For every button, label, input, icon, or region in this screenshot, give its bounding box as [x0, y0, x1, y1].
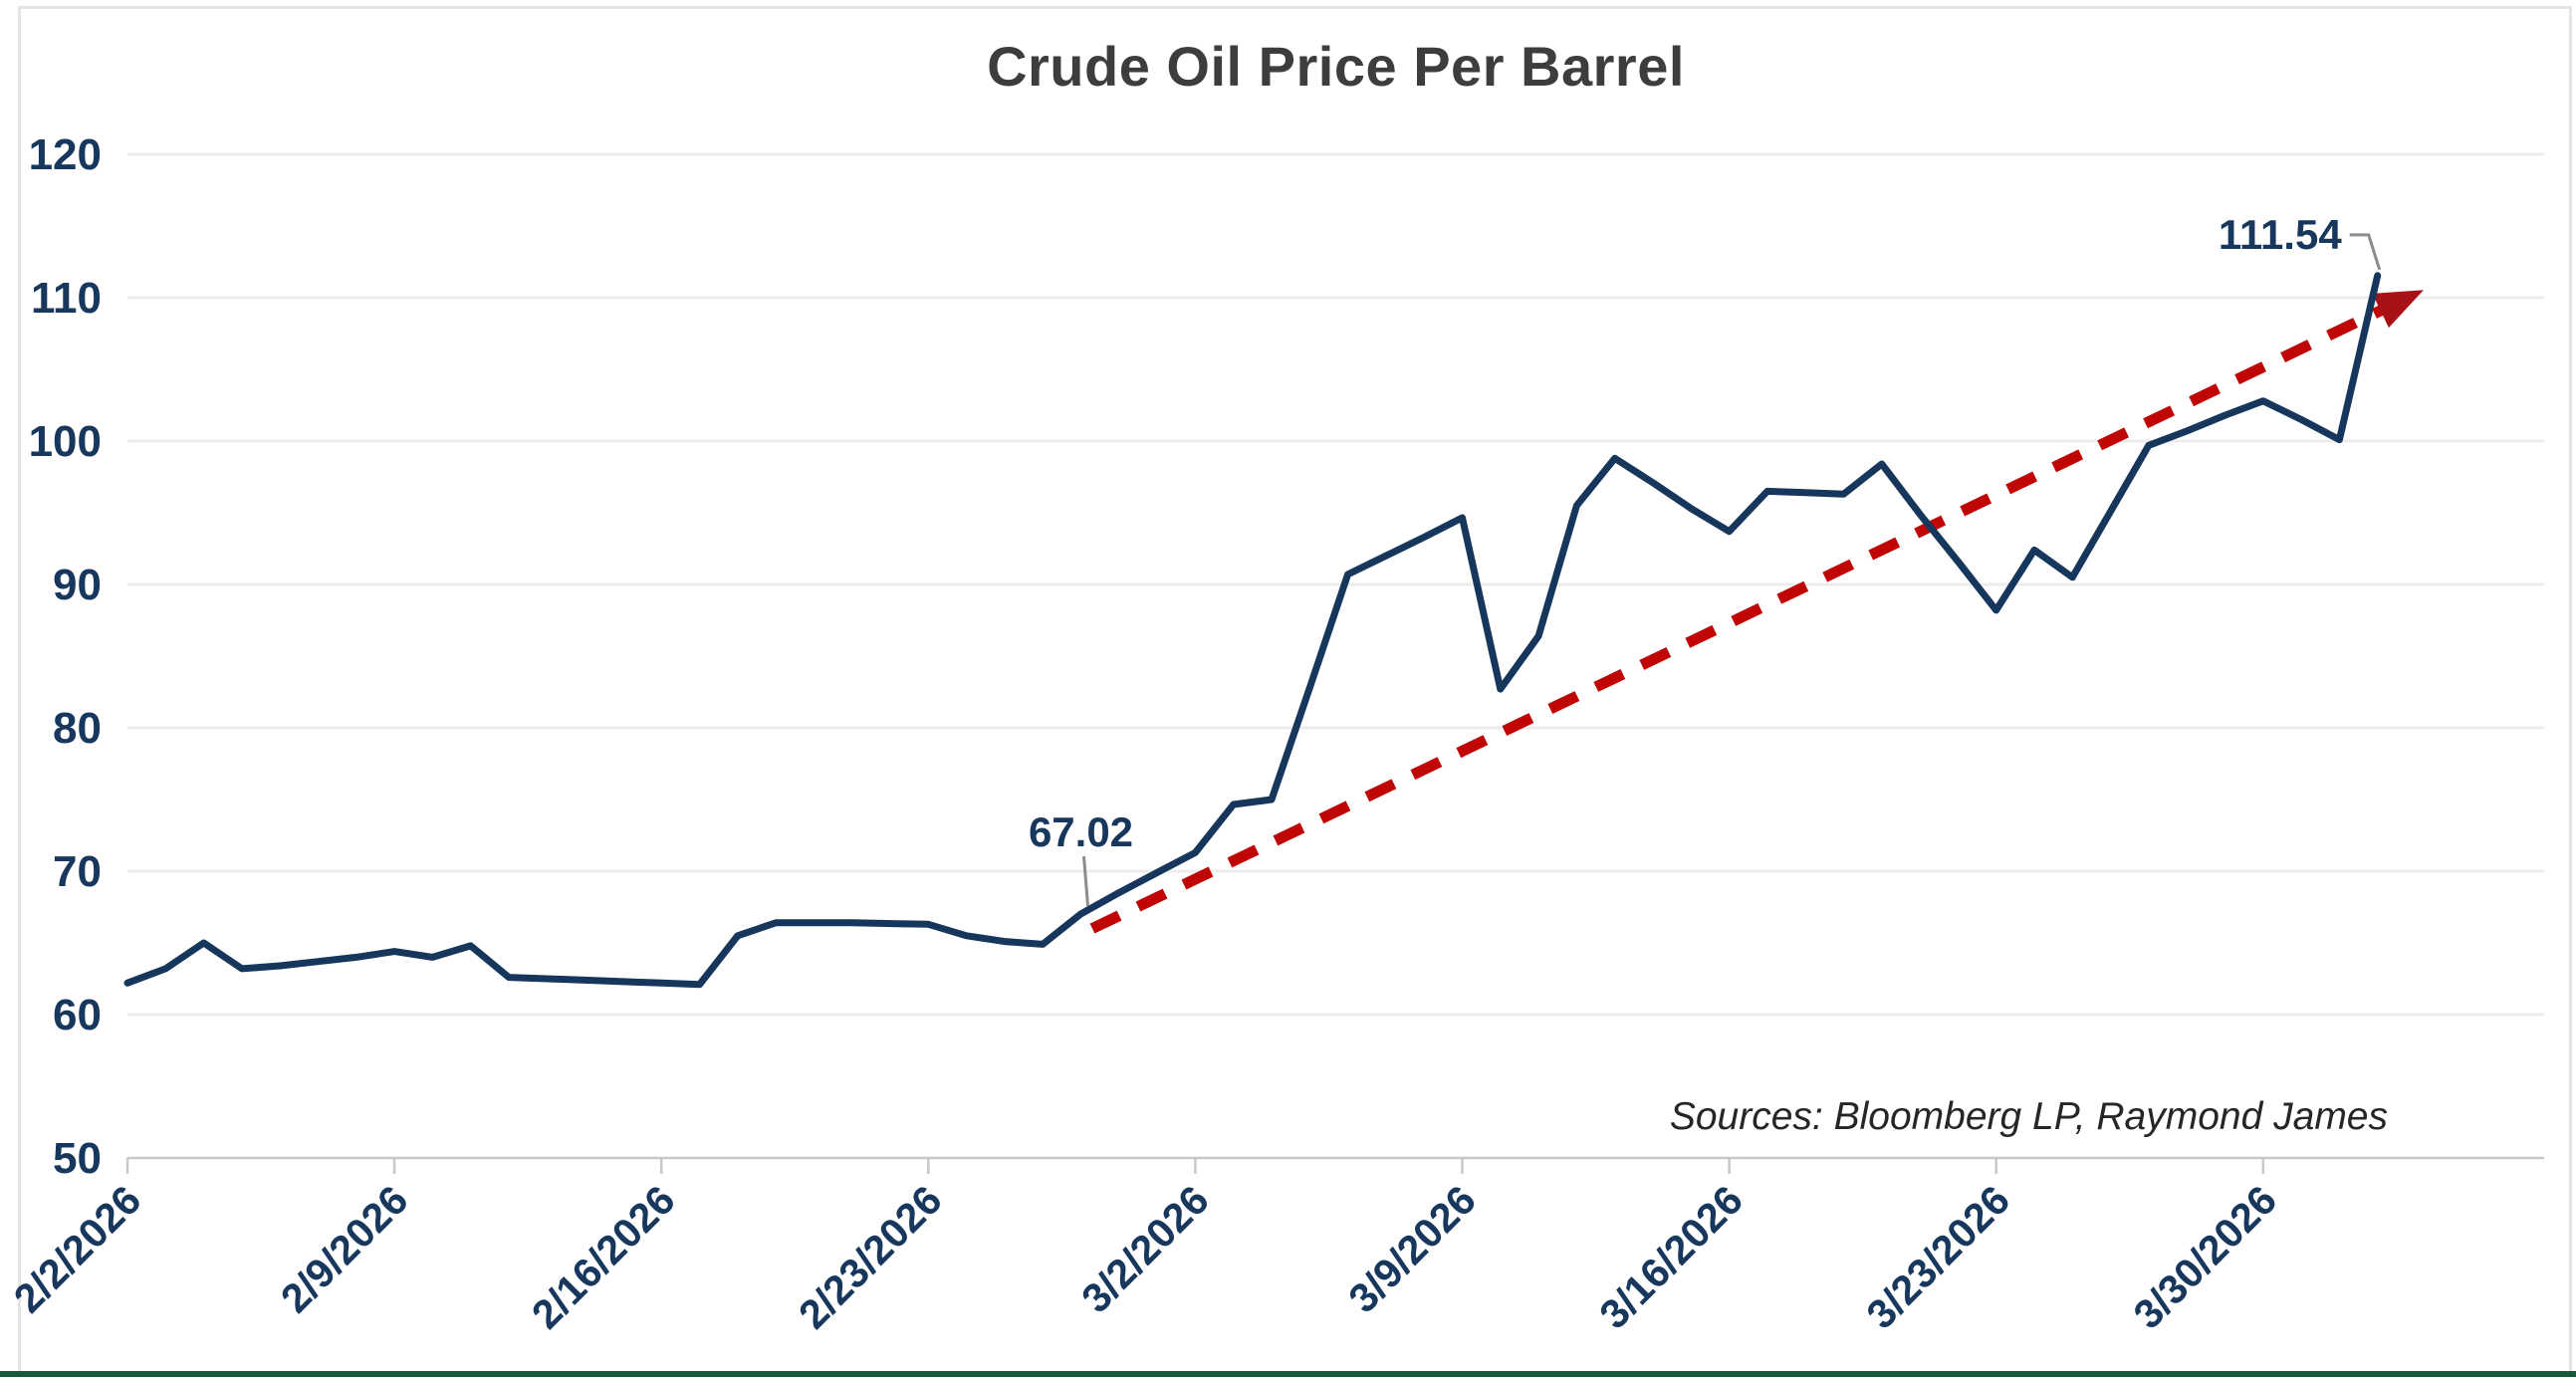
- x-axis-tick-label: 2/2/2026: [5, 1177, 149, 1321]
- panel-border-right: [2569, 6, 2572, 1372]
- x-axis-tick-label: 2/23/2026: [790, 1177, 951, 1338]
- panel-bottom-accent-bar: [0, 1371, 2576, 1377]
- price-line: [123, 272, 2382, 989]
- panel-border-left: [18, 6, 21, 1372]
- chart-title: Crude Oil Price Per Barrel: [987, 35, 1685, 98]
- y-axis-tick-label: 50: [53, 1134, 102, 1183]
- x-axis-tick-label: 3/9/2026: [1339, 1177, 1484, 1321]
- x-axis-tick-label: 2/9/2026: [272, 1177, 416, 1321]
- y-axis-tick-label: 100: [29, 417, 102, 466]
- y-axis-tick-label: 90: [53, 561, 102, 609]
- annotation-leader-line: [2349, 233, 2382, 271]
- x-axis-tick-label: 3/2/2026: [1072, 1177, 1217, 1321]
- y-axis-tick-label: 110: [31, 274, 102, 323]
- x-axis-tick-label: 2/16/2026: [523, 1177, 684, 1338]
- source-note: Sources: Bloomberg LP, Raymond James: [1669, 1095, 2388, 1138]
- y-axis-tick-label: 120: [29, 130, 102, 179]
- y-axis-tick-label: 70: [53, 847, 102, 896]
- x-axis-tick-label: 3/30/2026: [2125, 1177, 2286, 1338]
- trend-arrow-icon: [2372, 290, 2425, 329]
- x-axis-tick-label: 3/16/2026: [1590, 1177, 1752, 1338]
- annotation-label: 67.02: [1029, 808, 1133, 855]
- x-axis-tick-label: 3/23/2026: [1858, 1177, 2019, 1338]
- panel-border-top: [18, 6, 2572, 9]
- trend-line: [1089, 297, 2402, 934]
- annotation-leader-line: [1082, 855, 1089, 907]
- annotation-label: 111.54: [2219, 211, 2342, 258]
- y-axis-tick-label: 60: [53, 991, 102, 1039]
- y-axis-tick-label: 80: [53, 704, 102, 753]
